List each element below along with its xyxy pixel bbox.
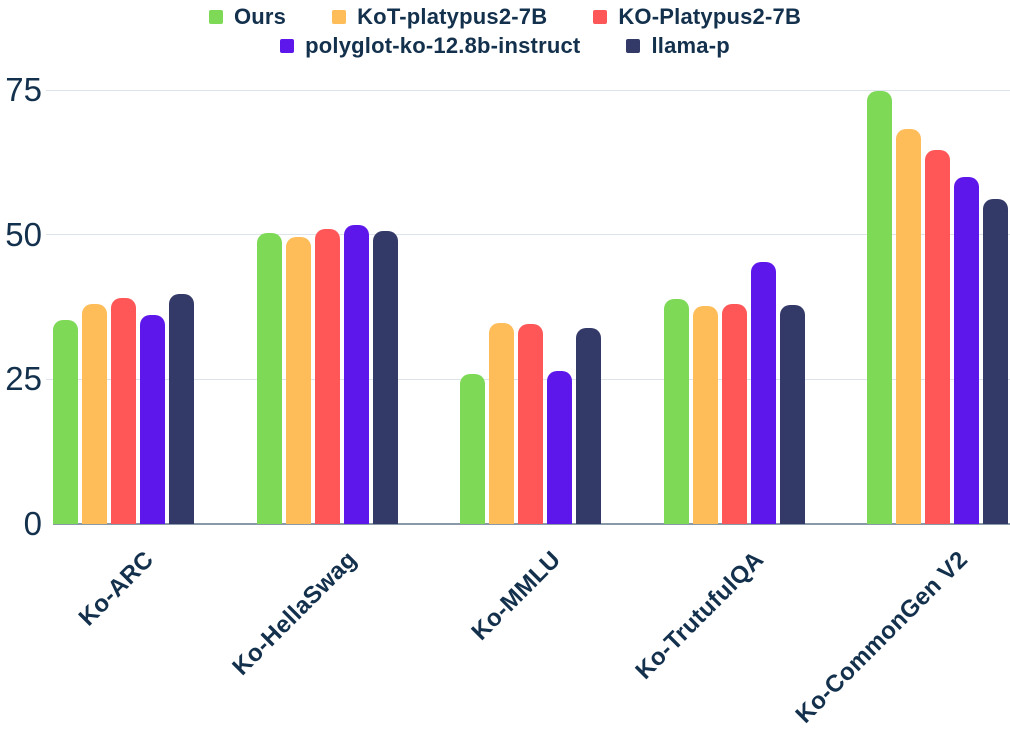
- bar-ours: [460, 374, 485, 524]
- bar-kot-platypus2-7b: [692, 305, 718, 524]
- legend-item: polyglot-ko-12.8b-instruct: [280, 33, 580, 59]
- legend-item: KoT-platypus2-7B: [332, 4, 547, 30]
- legend-row: polyglot-ko-12.8b-instruct llama-p: [0, 31, 1010, 60]
- bar-kot-platypus2-7b: [896, 129, 921, 524]
- bar-llama-p: [779, 304, 805, 524]
- bar-ko-platypus2-7b: [111, 297, 136, 524]
- legend-swatch: [626, 38, 641, 53]
- bar-kot-platypus2-7b: [489, 322, 514, 524]
- y-tick-label: 50: [5, 215, 42, 253]
- legend-item: llama-p: [626, 32, 730, 59]
- x-axis-label: Ko-ARC: [73, 546, 159, 632]
- y-tick-label: 0: [23, 505, 42, 542]
- bar-ko-platypus2-7b: [518, 324, 543, 524]
- y-tick-label: 75: [5, 71, 42, 108]
- bar-kot-platypus2-7b: [82, 304, 107, 524]
- legend-label: KO-Platypus2-7B: [618, 3, 802, 29]
- bar-llama-p: [372, 230, 398, 524]
- bar-llama-p: [576, 327, 601, 524]
- bar-ours: [867, 90, 892, 524]
- legend-swatch: [280, 38, 295, 53]
- gridline: [46, 234, 1010, 236]
- chart-legend: Ours KoT-platypus2-7B KO-Platypus2-7B polyg…: [0, 2, 1010, 60]
- bar-llama-p: [983, 198, 1008, 524]
- bar-polyglot-ko-12-8b-instruct: [547, 371, 572, 524]
- bar-kot-platypus2-7b: [285, 236, 311, 524]
- bar-polyglot-ko-12-8b-instruct: [140, 314, 165, 524]
- legend-item: KO-Platypus2-7B: [593, 4, 801, 30]
- bar-polyglot-ko-12-8b-instruct: [750, 262, 776, 524]
- legend-item: Ours: [208, 3, 287, 30]
- legend-swatch: [208, 9, 223, 24]
- legend-label: polyglot-ko-12.8b-instruct: [305, 32, 581, 58]
- bar-ours: [256, 232, 282, 524]
- legend-swatch: [593, 9, 608, 24]
- y-tick-label: 25: [5, 360, 42, 398]
- bar-ours: [663, 299, 689, 524]
- legend-row: Ours KoT-platypus2-7B KO-Platypus2-7B: [0, 2, 1010, 31]
- bar-ko-platypus2-7b: [314, 229, 340, 524]
- bar-ko-platypus2-7b: [925, 149, 950, 524]
- bar-polyglot-ko-12-8b-instruct: [954, 176, 979, 524]
- legend-label: llama-p: [651, 32, 730, 58]
- bar-ko-platypus2-7b: [721, 304, 747, 524]
- legend-label: KoT-platypus2-7B: [357, 3, 548, 29]
- bar-polyglot-ko-12-8b-instruct: [343, 225, 369, 524]
- bar-ours: [53, 320, 78, 524]
- gridline: [46, 89, 1010, 91]
- legend-swatch: [332, 9, 347, 24]
- legend-label: Ours: [233, 3, 287, 29]
- x-axis-line: [53, 523, 1010, 525]
- bar-llama-p: [169, 294, 194, 524]
